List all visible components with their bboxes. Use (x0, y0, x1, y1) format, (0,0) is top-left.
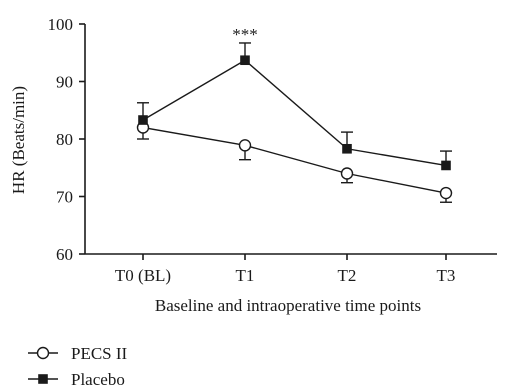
legend: PECS II Placebo (28, 344, 128, 387)
data-point-pecs-ii (238, 139, 252, 152)
data-point-placebo (441, 160, 451, 171)
plot-area: *** (136, 25, 453, 203)
legend-marker-pecs-ii (36, 346, 50, 360)
x-tick-label: T2 (338, 266, 357, 285)
y-tick-label: 70 (56, 188, 73, 207)
y-tick-label: 80 (56, 130, 73, 149)
data-point-placebo (240, 55, 250, 66)
y-tick-label: 90 (56, 73, 73, 92)
data-point-pecs-ii (439, 186, 453, 200)
series-line-placebo (142, 59, 447, 167)
data-point-placebo (138, 115, 148, 125)
y-tick-label: 100 (48, 15, 74, 34)
data-point-pecs-ii (340, 167, 354, 180)
x-tick-label: T3 (437, 266, 456, 285)
x-axis-label: Baseline and intraoperative time points (155, 296, 421, 315)
y-tick-label: 60 (56, 245, 73, 264)
data-point-placebo (342, 143, 352, 154)
legend-label-pecs-ii: PECS II (71, 344, 128, 363)
series-line-pecs-ii (142, 126, 447, 194)
legend-marker-placebo (38, 374, 48, 384)
x-tick-label: T0 (BL) (115, 266, 171, 285)
y-axis-label: HR (Beats/min) (9, 86, 28, 194)
x-tick-label: T1 (236, 266, 255, 285)
legend-label-placebo: Placebo (71, 370, 125, 387)
significance-annotation: *** (232, 25, 258, 44)
axes: 60 70 80 90 100 T0 (BL) T1 T2 T3 (48, 15, 497, 285)
